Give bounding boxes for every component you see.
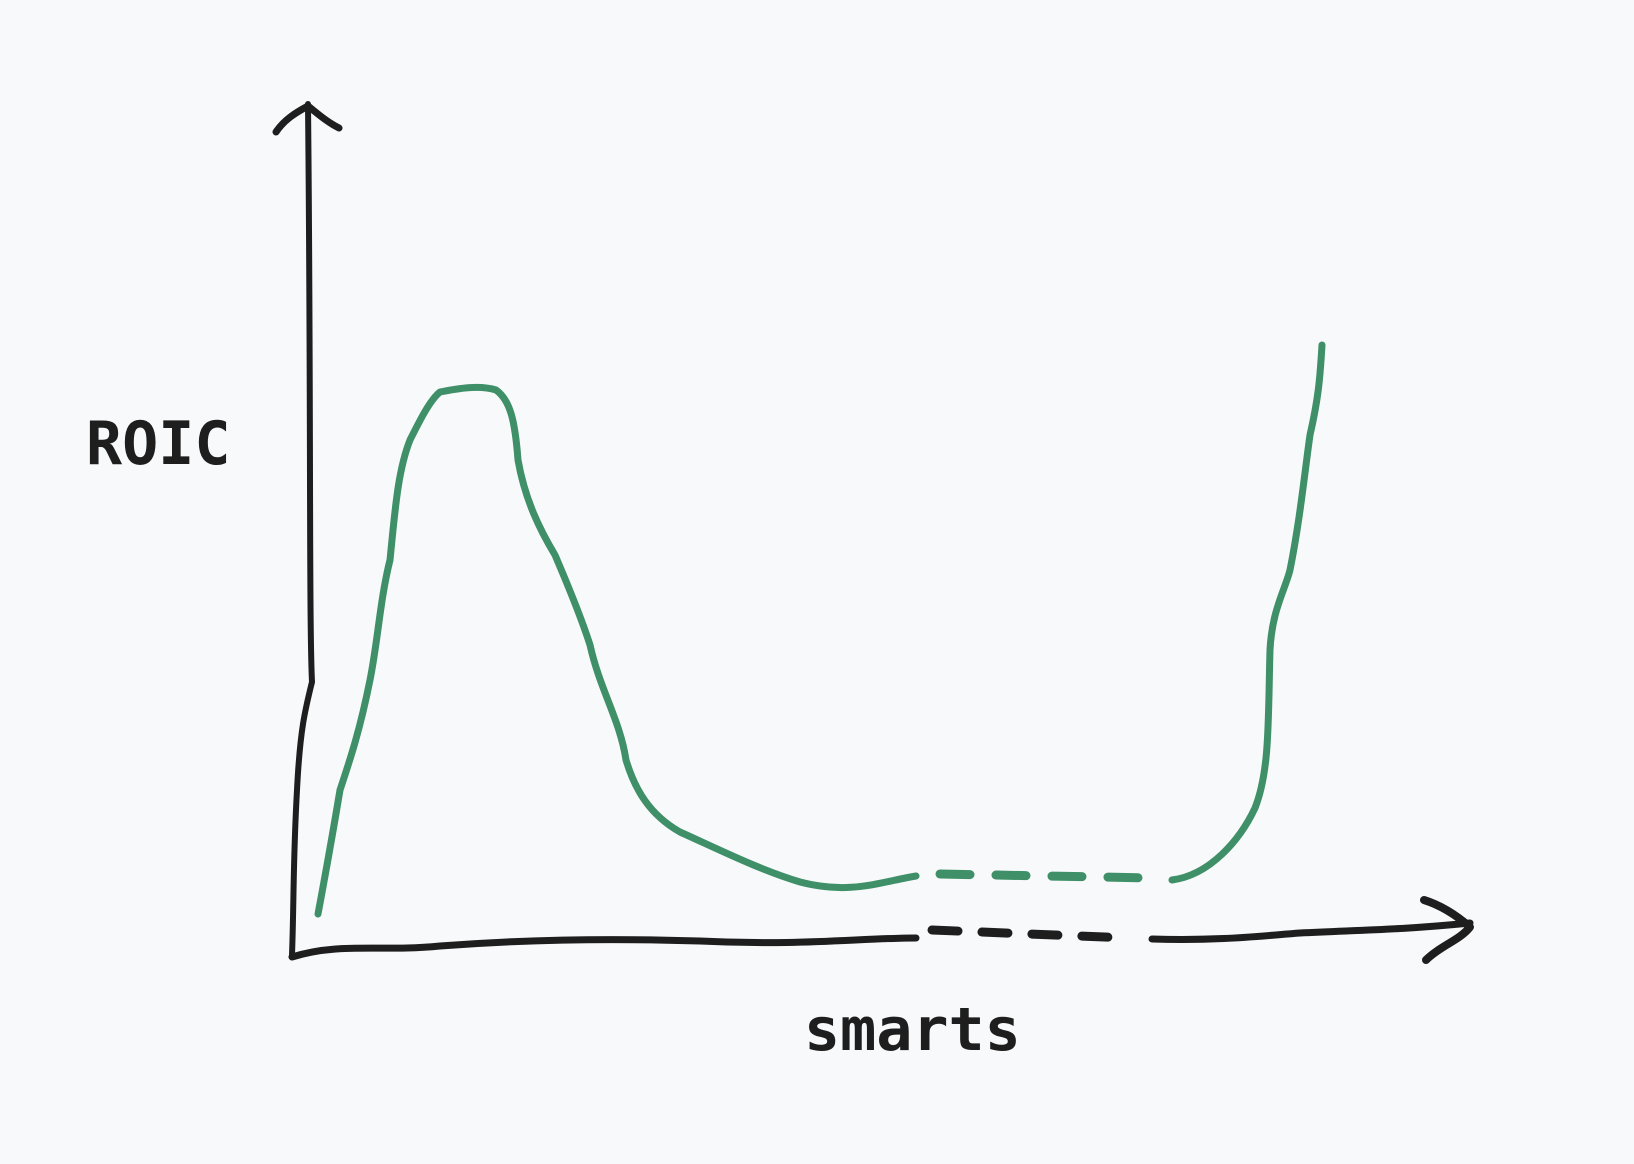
x-axis (288, 896, 1474, 964)
roic-curve-solid-right (1168, 341, 1326, 884)
y-axis-arrowhead (272, 102, 343, 136)
roic-curve-dashes (935, 869, 1157, 883)
y-axis-label: ROIC (86, 409, 231, 479)
y-axis-line (289, 101, 315, 958)
x-axis-dashes (927, 925, 1133, 943)
y-axis (272, 101, 343, 958)
x-axis-arrowhead (1420, 896, 1474, 964)
x-axis-label: smarts (804, 995, 1021, 1065)
x-axis-line-right (1148, 919, 1474, 943)
roic-curve (314, 341, 1326, 918)
x-axis-line-left (288, 934, 920, 961)
roic-curve-solid-left (314, 383, 920, 918)
